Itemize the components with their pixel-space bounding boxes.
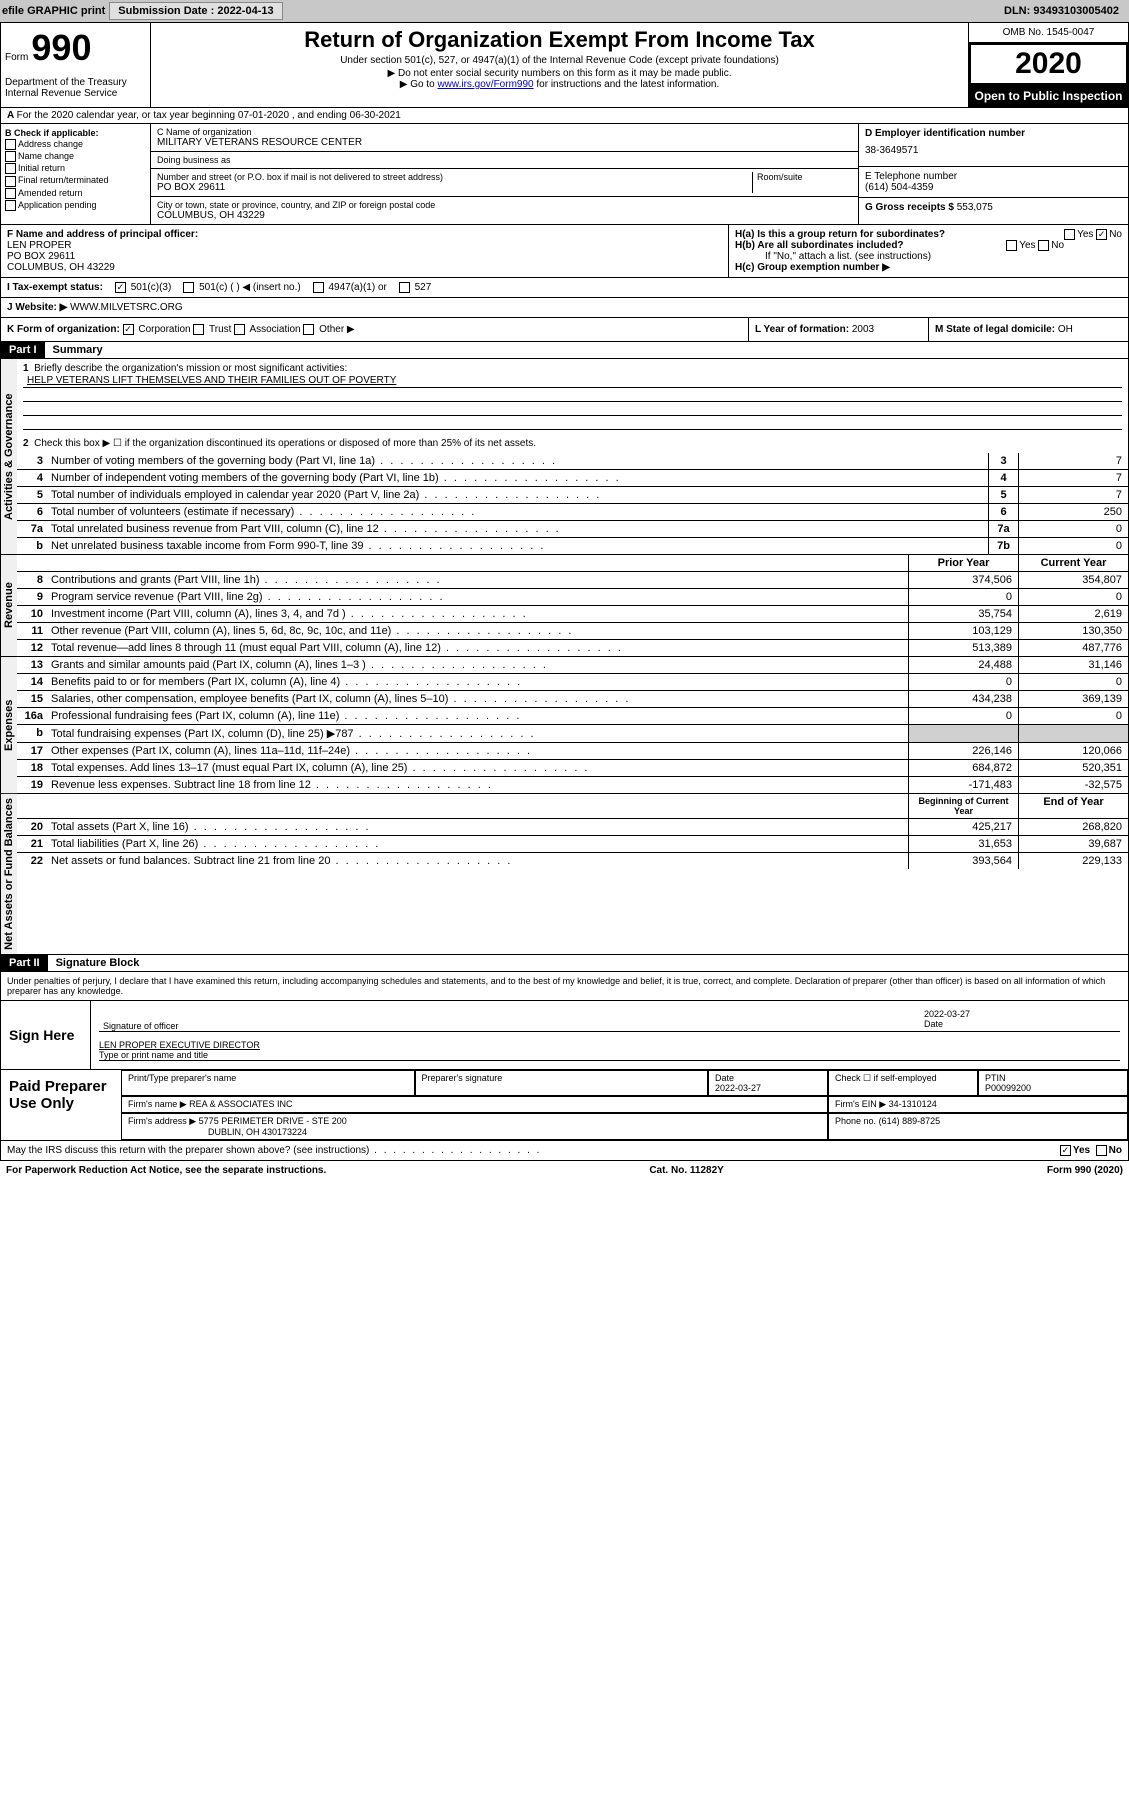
summary-line: 22Net assets or fund balances. Subtract … <box>17 853 1128 869</box>
form-header: Form 990 Department of the TreasuryInter… <box>0 22 1129 108</box>
efile-label: efile GRAPHIC print <box>2 5 105 17</box>
section-d: D Employer identification number 38-3649… <box>858 124 1128 224</box>
summary-line: 11Other revenue (Part VIII, column (A), … <box>17 623 1128 640</box>
ein: 38-3649571 <box>865 139 1122 162</box>
summary-line: 13Grants and similar amounts paid (Part … <box>17 657 1128 674</box>
summary-line: 3Number of voting members of the governi… <box>17 453 1128 470</box>
summary-line: 8Contributions and grants (Part VIII, li… <box>17 572 1128 589</box>
cb-name-change[interactable]: Name change <box>5 151 146 162</box>
open-to-public: Open to Public Inspection <box>969 85 1128 107</box>
phone: (614) 504-4359 <box>865 182 1122 193</box>
cb-initial-return[interactable]: Initial return <box>5 163 146 174</box>
cb-final-return[interactable]: Final return/terminated <box>5 175 146 186</box>
sign-here: Sign Here Signature of officer 2022-03-2… <box>0 1001 1129 1070</box>
paid-preparer: Paid Preparer Use Only Print/Type prepar… <box>0 1070 1129 1141</box>
summary-line: 5Total number of individuals employed in… <box>17 487 1128 504</box>
summary-line: bTotal fundraising expenses (Part IX, co… <box>17 725 1128 743</box>
part2-header: Part II Signature Block <box>0 955 1129 972</box>
header-center: Return of Organization Exempt From Incom… <box>151 23 968 107</box>
summary-line: 17Other expenses (Part IX, column (A), l… <box>17 743 1128 760</box>
summary-line: 14Benefits paid to or for members (Part … <box>17 674 1128 691</box>
sign-date: 2022-03-27 <box>924 1009 1116 1019</box>
summary-line: 12Total revenue—add lines 8 through 11 (… <box>17 640 1128 656</box>
summary-line: 18Total expenses. Add lines 13–17 (must … <box>17 760 1128 777</box>
form-number: 990 <box>31 27 91 68</box>
header-right: OMB No. 1545-0047 2020 Open to Public In… <box>968 23 1128 107</box>
tax-year: 2020 <box>969 43 1128 85</box>
section-fh: F Name and address of principal officer:… <box>0 225 1129 278</box>
part1-governance: Activities & Governance 1 Briefly descri… <box>0 359 1129 555</box>
dept-treasury: Department of the TreasuryInternal Reven… <box>5 77 146 99</box>
submission-date-button[interactable]: Submission Date : 2022-04-13 <box>109 2 282 20</box>
section-bcd: B Check if applicable: Address change Na… <box>0 124 1129 225</box>
part1-balance: Net Assets or Fund Balances Beginning of… <box>0 794 1129 955</box>
section-b: B Check if applicable: Address change Na… <box>1 124 151 224</box>
section-f: F Name and address of principal officer:… <box>1 225 728 277</box>
firm-name: REA & ASSOCIATES INC <box>189 1099 292 1109</box>
dln: DLN: 93493103005402 <box>1004 5 1127 17</box>
city: COLUMBUS, OH 43229 <box>157 210 852 221</box>
mission: HELP VETERANS LIFT THEMSELVES AND THEIR … <box>23 374 1122 388</box>
section-h: H(a) Is this a group return for subordin… <box>728 225 1128 277</box>
website-value: WWW.MILVETSRC.ORG <box>70 302 183 313</box>
form-title: Return of Organization Exempt From Incom… <box>155 27 964 53</box>
summary-line: 7aTotal unrelated business revenue from … <box>17 521 1128 538</box>
top-bar: efile GRAPHIC print Submission Date : 20… <box>0 0 1129 22</box>
summary-line: 21Total liabilities (Part X, line 26)31,… <box>17 836 1128 853</box>
cb-app-pending[interactable]: Application pending <box>5 200 146 211</box>
section-c: C Name of organization MILITARY VETERANS… <box>151 124 858 224</box>
note-goto: ▶ Go to www.irs.gov/Form990 for instruct… <box>155 79 964 90</box>
form-subtitle: Under section 501(c), 527, or 4947(a)(1)… <box>155 55 964 66</box>
side-revenue: Revenue <box>1 555 17 656</box>
note-ssn: ▶ Do not enter social security numbers o… <box>155 68 964 79</box>
summary-line: 19Revenue less expenses. Subtract line 1… <box>17 777 1128 793</box>
street: PO BOX 29611 <box>157 182 752 193</box>
form-label: Form <box>5 52 28 63</box>
header-left: Form 990 Department of the TreasuryInter… <box>1 23 151 107</box>
summary-line: 9Program service revenue (Part VIII, lin… <box>17 589 1128 606</box>
part1-revenue: Revenue Prior Year Current Year 8Contrib… <box>0 555 1129 657</box>
sign-name: LEN PROPER EXECUTIVE DIRECTOR <box>99 1040 1120 1050</box>
declaration: Under penalties of perjury, I declare th… <box>0 972 1129 1001</box>
prep-phone: (614) 889-8725 <box>879 1116 941 1126</box>
tax-status-row: I Tax-exempt status: ✓ 501(c)(3) 501(c) … <box>0 278 1129 298</box>
summary-line: 15Salaries, other compensation, employee… <box>17 691 1128 708</box>
cb-amended[interactable]: Amended return <box>5 188 146 199</box>
side-governance: Activities & Governance <box>1 359 17 554</box>
part1-expenses: Expenses 13Grants and similar amounts pa… <box>0 657 1129 794</box>
side-expenses: Expenses <box>1 657 17 793</box>
k-org-row: K Form of organization: ✓ Corporation Tr… <box>0 318 1129 342</box>
summary-line: bNet unrelated business taxable income f… <box>17 538 1128 554</box>
org-name: MILITARY VETERANS RESOURCE CENTER <box>157 137 852 148</box>
summary-line: 4Number of independent voting members of… <box>17 470 1128 487</box>
part1-header: Part I Summary <box>0 342 1129 359</box>
omb-number: OMB No. 1545-0047 <box>969 23 1128 43</box>
firm-ein: 34-1310124 <box>889 1099 937 1109</box>
summary-line: 6Total number of volunteers (estimate if… <box>17 504 1128 521</box>
side-balance: Net Assets or Fund Balances <box>1 794 17 954</box>
summary-line: 20Total assets (Part X, line 16)425,2172… <box>17 819 1128 836</box>
discuss-row: May the IRS discuss this return with the… <box>0 1141 1129 1161</box>
website-row: J Website: ▶ WWW.MILVETSRC.ORG <box>0 298 1129 318</box>
ptin: P00099200 <box>985 1083 1031 1093</box>
summary-line: 10Investment income (Part VIII, column (… <box>17 606 1128 623</box>
form990-link[interactable]: www.irs.gov/Form990 <box>437 79 533 90</box>
tax-year-row: A For the 2020 calendar year, or tax yea… <box>0 108 1129 124</box>
summary-line: 16aProfessional fundraising fees (Part I… <box>17 708 1128 725</box>
cb-address-change[interactable]: Address change <box>5 139 146 150</box>
gross-receipts: 553,075 <box>957 202 993 213</box>
footer: For Paperwork Reduction Act Notice, see … <box>0 1161 1129 1180</box>
